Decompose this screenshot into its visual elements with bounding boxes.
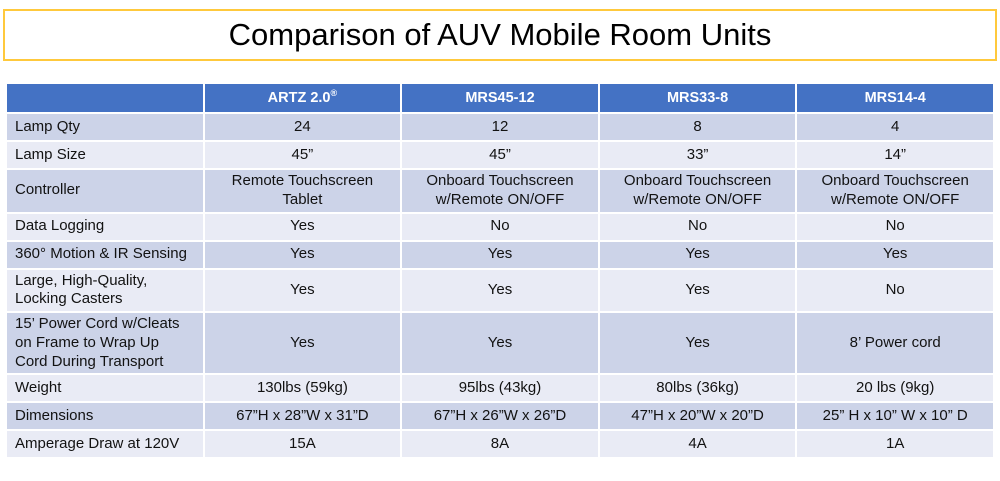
value-cell: 67”H x 28”W x 31”D	[202, 401, 403, 432]
value-cell: 15A	[202, 429, 403, 460]
value-cell: No	[400, 211, 600, 242]
value-cell: Yes	[795, 239, 995, 270]
value-cell: 14”	[795, 140, 995, 170]
table-row: Amperage Draw at 120V 15A 8A 4A 1A	[5, 429, 995, 460]
value-cell: 1A	[795, 429, 995, 460]
title-box: Comparison of AUV Mobile Room Units	[3, 9, 997, 61]
corner-header-cell	[5, 82, 205, 114]
value-cell: Yes	[597, 267, 798, 313]
value-cell: 25” H x 10” W x 10” D	[795, 401, 995, 432]
table-row: Dimensions 67”H x 28”W x 31”D 67”H x 26”W …	[5, 401, 995, 432]
value-cell: No	[597, 211, 798, 242]
value-cell: Yes	[400, 310, 600, 376]
table-row: Lamp Size 45” 45” 33” 14”	[5, 140, 995, 170]
value-cell: Yes	[202, 211, 403, 242]
value-cell: 8	[597, 112, 798, 142]
value-cell: Yes	[597, 239, 798, 270]
value-cell: No	[795, 211, 995, 242]
value-cell: Yes	[400, 239, 600, 270]
table-header: ARTZ 2.0® MRS45-12 MRS33-8 MRS14-4	[5, 82, 995, 114]
value-cell: 45”	[400, 140, 600, 170]
value-cell: 130lbs (59kg)	[202, 373, 403, 404]
table-row: 360° Motion & IR Sensing Yes Yes Yes Yes	[5, 239, 995, 270]
value-cell: Yes	[597, 310, 798, 376]
value-cell: Yes	[202, 239, 403, 270]
value-cell: Onboard Touchscreen w/Remote ON/OFF	[795, 168, 995, 214]
value-cell: 45”	[202, 140, 403, 170]
value-cell: 95lbs (43kg)	[400, 373, 600, 404]
value-cell: 33”	[597, 140, 798, 170]
value-cell: 80lbs (36kg)	[597, 373, 798, 404]
value-cell: 4A	[597, 429, 798, 460]
row-label: Dimensions	[5, 401, 205, 432]
value-cell: Onboard Touchscreen w/Remote ON/OFF	[597, 168, 798, 214]
row-label: Weight	[5, 373, 205, 404]
table-body: Lamp Qty 24 12 8 4 Lamp Size 45” 45” 33” 14” Contr…	[5, 112, 995, 460]
value-cell: 24	[202, 112, 403, 142]
value-cell: Yes	[202, 267, 403, 313]
value-cell: 4	[795, 112, 995, 142]
table-row: Lamp Qty 24 12 8 4	[5, 112, 995, 142]
registered-trademark-symbol: ®	[330, 88, 338, 99]
row-label: Data Logging	[5, 211, 205, 242]
row-label: Amperage Draw at 120V	[5, 429, 205, 460]
row-label: Controller	[5, 168, 205, 214]
value-cell: Onboard Touchscreen w/Remote ON/OFF	[400, 168, 600, 214]
column-header-cell: MRS33-8	[597, 82, 798, 114]
table-row: Controller Remote Touchscreen Tablet Onboa…	[5, 168, 995, 214]
table-row: Data Logging Yes No No No	[5, 211, 995, 242]
value-cell: Yes	[202, 310, 403, 376]
table-row: Weight 130lbs (59kg) 95lbs (43kg) 80lbs (36…	[5, 373, 995, 404]
row-label: Lamp Size	[5, 140, 205, 170]
header-row: ARTZ 2.0® MRS45-12 MRS33-8 MRS14-4	[5, 82, 995, 114]
row-label: Large, High-Quality, Locking Casters	[5, 267, 205, 313]
row-label: Lamp Qty	[5, 112, 205, 142]
value-cell: 12	[400, 112, 600, 142]
column-header-cell: ARTZ 2.0®	[202, 82, 403, 114]
value-cell: 20 lbs (9kg)	[795, 373, 995, 404]
value-cell: 67”H x 26”W x 26”D	[400, 401, 600, 432]
value-cell: No	[795, 267, 995, 313]
table-row: Large, High-Quality, Locking Casters Yes Y…	[5, 267, 995, 313]
column-header-cell: MRS45-12	[400, 82, 600, 114]
table-row: 15’ Power Cord w/Cleats on Frame to Wrap…	[5, 310, 995, 376]
row-label: 15’ Power Cord w/Cleats on Frame to Wrap…	[5, 310, 205, 376]
value-cell: 47”H x 20”W x 20”D	[597, 401, 798, 432]
column-header-cell: MRS14-4	[795, 82, 995, 114]
value-cell: 8A	[400, 429, 600, 460]
value-cell: Yes	[400, 267, 600, 313]
page-title: Comparison of AUV Mobile Room Units	[228, 17, 772, 52]
value-cell: Remote Touchscreen Tablet	[202, 168, 403, 214]
value-cell: 8’ Power cord	[795, 310, 995, 376]
comparison-table: ARTZ 2.0® MRS45-12 MRS33-8 MRS14-4 Lamp Qty…	[5, 82, 995, 460]
row-label: 360° Motion & IR Sensing	[5, 239, 205, 270]
